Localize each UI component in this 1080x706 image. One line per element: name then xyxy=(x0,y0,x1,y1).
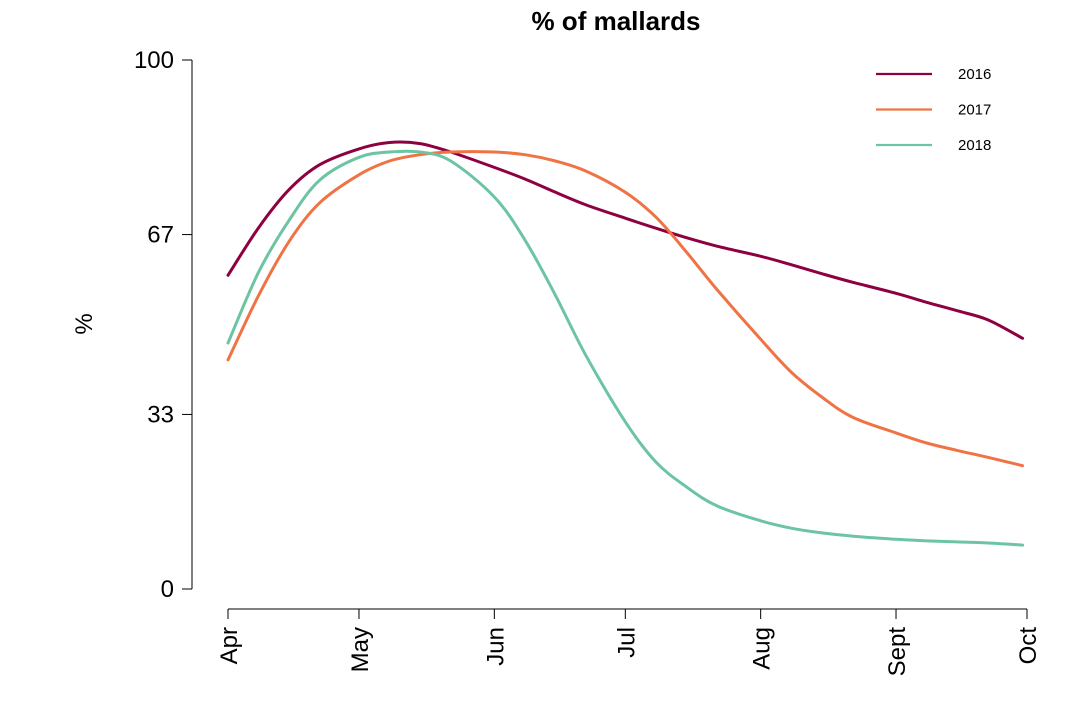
x-tick-label: Jun xyxy=(482,627,509,666)
y-tick-label: 100 xyxy=(134,47,174,74)
series-line-2017 xyxy=(226,150,1025,468)
x-axis: Apr May Jun Jul Aug Sept Oct xyxy=(216,608,1042,677)
x-tick-label: May xyxy=(347,627,374,672)
legend: 2016 2017 2018 xyxy=(876,66,991,154)
x-tick-label: Apr xyxy=(216,627,243,664)
y-tick-label: 0 xyxy=(161,576,174,603)
legend-label: 2016 xyxy=(958,66,991,83)
series-layer xyxy=(226,140,1025,547)
legend-label: 2017 xyxy=(958,102,991,119)
series-line-2016 xyxy=(226,140,1025,340)
x-tick-label: Sept xyxy=(884,627,911,677)
y-tick-label: 33 xyxy=(147,401,174,428)
x-tick-label: Oct xyxy=(1015,627,1042,665)
x-tick-label: Aug xyxy=(749,627,776,670)
x-tick-label: Jul xyxy=(613,627,640,658)
y-axis-label: % xyxy=(71,313,98,334)
chart-title: % of mallards xyxy=(531,6,700,36)
series-line-2018 xyxy=(226,149,1025,547)
legend-label: 2018 xyxy=(958,137,991,154)
y-tick-label: 67 xyxy=(147,222,174,249)
y-axis: 0 33 67 100 xyxy=(134,47,193,603)
